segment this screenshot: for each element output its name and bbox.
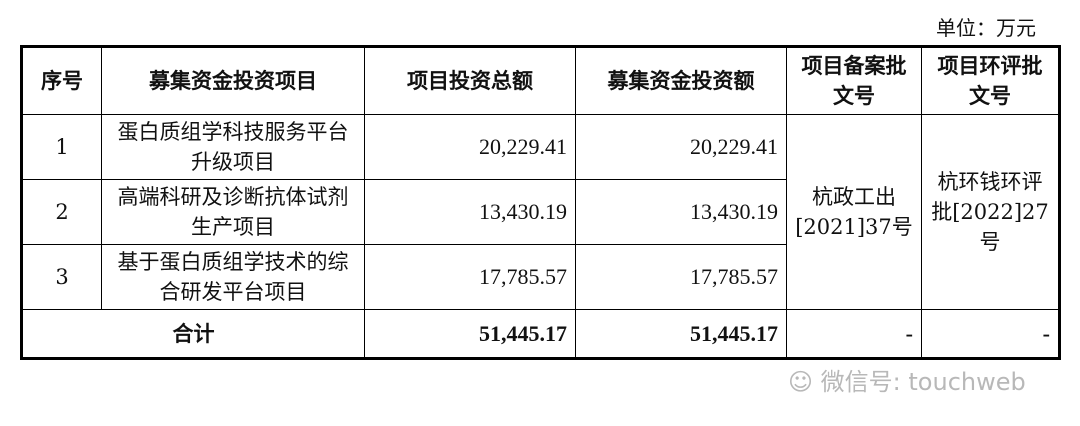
- row-total: 17,785.57: [364, 244, 576, 310]
- total-total: 51,445.17: [364, 309, 576, 359]
- row-total: 13,430.19: [364, 179, 576, 245]
- row-project: 基于蛋白质组学技术的综合研发平台项目: [101, 244, 365, 310]
- row-no: 1: [21, 114, 102, 180]
- row-raised: 20,229.41: [575, 114, 787, 180]
- row-no: 2: [21, 179, 102, 245]
- table-row: 2 高端科研及诊断抗体试剂生产项目 13,430.19 13,430.19: [21, 179, 1060, 245]
- watermark: ☺ 微信号: touchweb: [788, 362, 1026, 397]
- row-raised: 13,430.19: [575, 179, 787, 245]
- header-eia: 项目环评批文号: [921, 46, 1060, 115]
- total-label: 合计: [21, 309, 365, 359]
- total-raised: 51,445.17: [575, 309, 787, 359]
- total-eia: -: [921, 309, 1060, 359]
- header-raised: 募集资金投资额: [575, 46, 787, 115]
- investment-table: 序号 募集资金投资项目 项目投资总额 募集资金投资额 项目备案批文号 项目环评批…: [20, 45, 1061, 360]
- header-row: 序号 募集资金投资项目 项目投资总额 募集资金投资额 项目备案批文号 项目环评批…: [21, 46, 1060, 115]
- row-raised: 17,785.57: [575, 244, 787, 310]
- row-project: 高端科研及诊断抗体试剂生产项目: [101, 179, 365, 245]
- eia-number: 杭环钱环评批[2022]27号: [921, 114, 1060, 310]
- row-project: 蛋白质组学科技服务平台升级项目: [101, 114, 365, 180]
- header-total: 项目投资总额: [364, 46, 576, 115]
- header-filing: 项目备案批文号: [786, 46, 922, 115]
- filing-number: 杭政工出[2021]37号: [786, 114, 922, 310]
- unit-label: 单位：万元: [936, 16, 1036, 40]
- header-no: 序号: [21, 46, 102, 115]
- row-total: 20,229.41: [364, 114, 576, 180]
- header-project: 募集资金投资项目: [101, 46, 365, 115]
- total-filing: -: [786, 309, 922, 359]
- total-row: 合计 51,445.17 51,445.17 - -: [21, 309, 1060, 359]
- table-row: 1 蛋白质组学科技服务平台升级项目 20,229.41 20,229.41 杭政…: [21, 114, 1060, 310]
- watermark-text: 微信号: touchweb: [820, 368, 1026, 396]
- wechat-icon: ☺: [788, 368, 814, 396]
- row-no: 3: [21, 244, 102, 310]
